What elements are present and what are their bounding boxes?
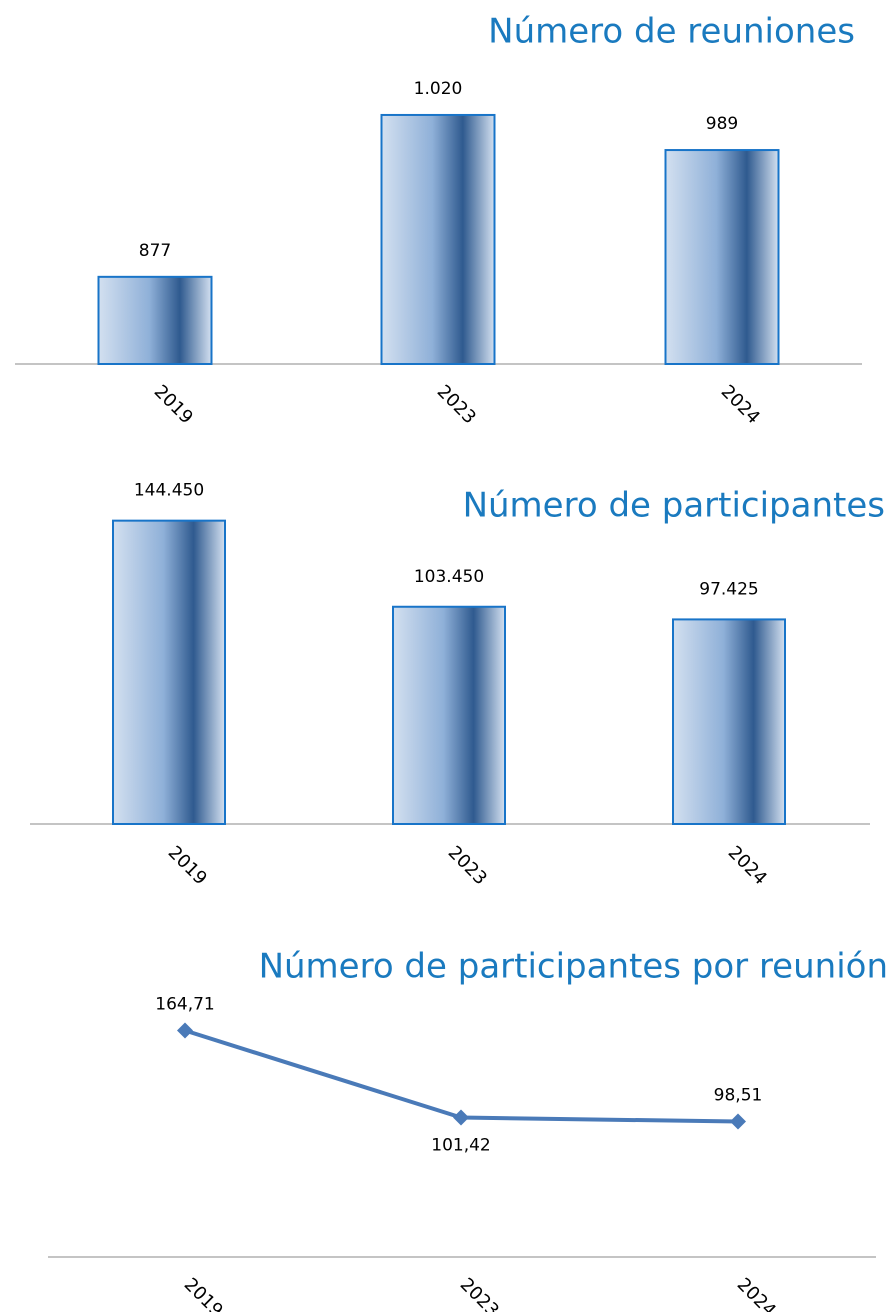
x-tick-label: 2019 (164, 842, 211, 889)
value-label: 101,42 (431, 1136, 490, 1156)
x-tick-label: 2024 (733, 1274, 780, 1312)
value-label: 103.450 (414, 567, 484, 587)
value-label: 98,51 (714, 1086, 763, 1106)
marker (453, 1109, 469, 1126)
x-tick-label: 2019 (150, 381, 197, 428)
x-tick-label: 2023 (456, 1274, 503, 1312)
value-label: 97.425 (699, 579, 758, 599)
line (184, 1028, 739, 1124)
bar (664, 149, 780, 365)
x-tick-label: 2024 (717, 381, 764, 428)
x-tick-label: 2024 (724, 842, 771, 889)
x-tick-label: 2023 (444, 842, 491, 889)
value-label: 144.450 (134, 481, 204, 501)
value-label: 164,71 (155, 995, 214, 1015)
chart-title: Número de reuniones (488, 12, 855, 52)
x-tick-label: 2023 (433, 381, 480, 428)
bar (97, 275, 213, 365)
chart-title: Número de participantes (463, 486, 885, 526)
bar (392, 605, 506, 825)
value-label: 1.020 (414, 79, 463, 99)
bar (672, 618, 786, 825)
value-label: 877 (139, 241, 171, 261)
bar (112, 519, 226, 826)
marker (177, 1022, 193, 1039)
x-tick-label: 2019 (180, 1274, 227, 1312)
marker (730, 1113, 746, 1130)
value-label: 989 (706, 114, 738, 134)
bar (380, 113, 496, 365)
chart-title: Número de participantes por reunión (259, 947, 888, 987)
